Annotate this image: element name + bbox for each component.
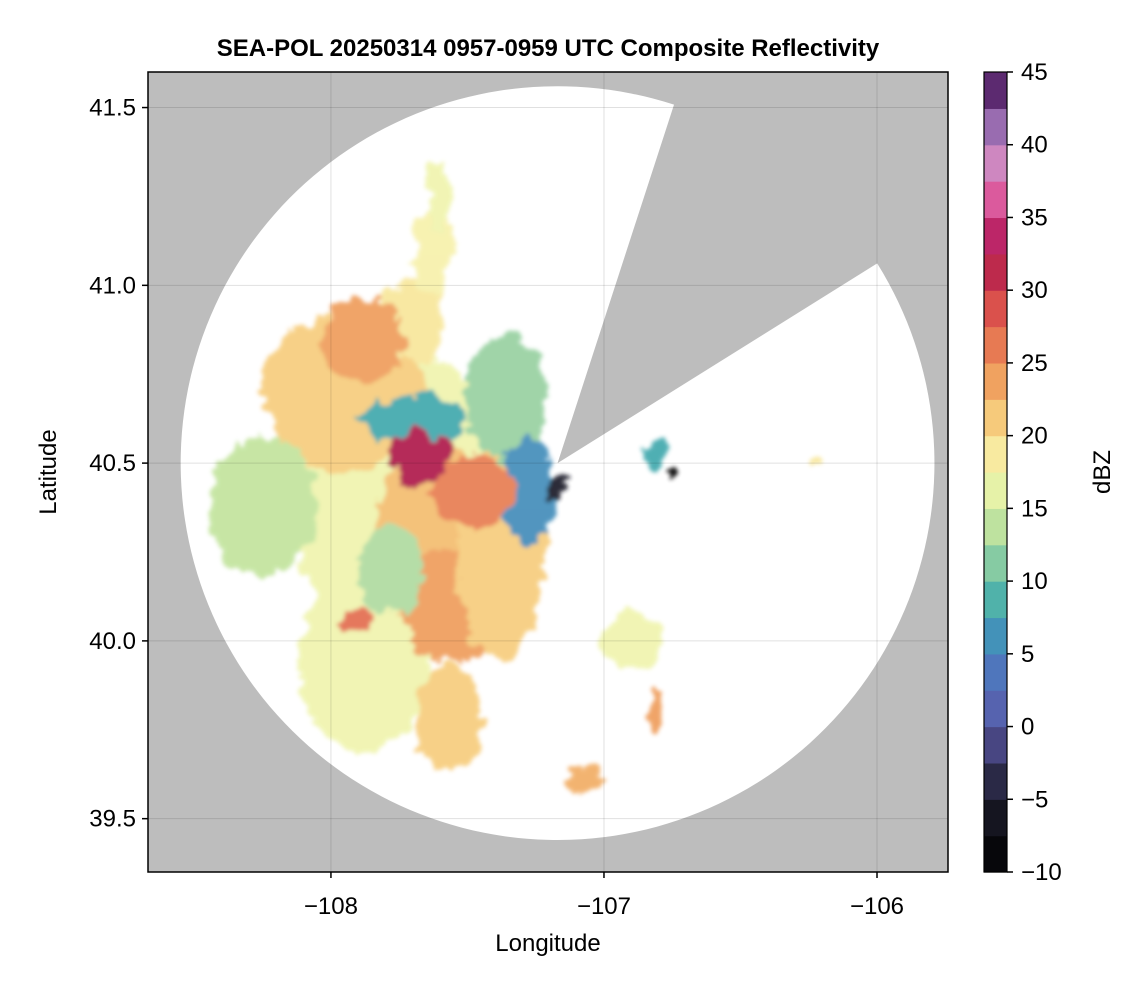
echo-region — [808, 452, 826, 467]
echo-region — [208, 434, 318, 577]
echo-region — [467, 335, 550, 464]
echo-region — [500, 441, 555, 542]
y-tick-label: 39.5 — [89, 806, 136, 833]
colorbar-band — [984, 181, 1007, 219]
x-tick-label: −106 — [850, 893, 904, 920]
colorbar-band — [984, 144, 1007, 182]
echo-region — [358, 527, 424, 613]
colorbar-band — [984, 653, 1007, 691]
colorbar-tick-label: −5 — [1021, 786, 1048, 813]
echo-region — [431, 456, 514, 528]
echo-region — [546, 473, 564, 503]
colorbar-ticks: −10 −5 0 5 10 15 20 25 30 35 40 45 — [1007, 59, 1062, 886]
y-tick-label: 41.5 — [89, 95, 136, 122]
echo-region — [298, 566, 430, 752]
y-axis-label: Latitude — [35, 429, 62, 514]
colorbar-tick-label: −10 — [1021, 859, 1062, 886]
colorbar-frame — [983, 71, 1008, 873]
colorbar-tick-label: 35 — [1021, 204, 1048, 231]
colorbar-band — [984, 472, 1007, 509]
colorbar-band — [984, 690, 1007, 728]
plot-frame — [147, 71, 949, 873]
grid-lines — [148, 72, 948, 872]
y-axis-ticks: 39.5 40.0 40.5 41.0 41.5 — [89, 95, 148, 833]
colorbar-tick-label: 45 — [1021, 59, 1048, 86]
echo-region — [322, 296, 405, 382]
echo-region — [388, 427, 449, 485]
echo-region — [598, 612, 665, 670]
colorbar-band — [984, 435, 1007, 473]
colorbar-tick-label: 0 — [1021, 714, 1034, 741]
colorbar-tick-label: 10 — [1021, 568, 1048, 595]
echo-region — [426, 164, 454, 229]
reflectivity-echoes — [208, 164, 826, 794]
colorbar-band — [984, 799, 1007, 837]
echo-region — [358, 395, 468, 446]
x-tick-label: −107 — [577, 893, 631, 920]
y-tick-label: 40.0 — [89, 628, 136, 655]
colorbar-tick-label: 20 — [1021, 423, 1048, 450]
colorbar-band — [984, 326, 1007, 364]
colorbar-band — [984, 835, 1007, 873]
plot-area — [148, 72, 948, 872]
echo-region — [647, 690, 665, 734]
colorbar-tick-label: 40 — [1021, 132, 1048, 159]
x-axis-label: Longitude — [495, 930, 600, 957]
echo-region — [670, 473, 679, 482]
x-tick-label: −108 — [304, 893, 358, 920]
colorbar-band — [984, 72, 1007, 109]
colorbar-band — [984, 108, 1007, 146]
colorbar-bands — [984, 72, 1007, 873]
x-axis-ticks: −108 −107 −106 — [304, 872, 904, 920]
colorbar-tick-label: 25 — [1021, 350, 1048, 377]
echo-region — [568, 765, 602, 794]
colorbar-band — [984, 544, 1007, 582]
colorbar-label: dBZ — [1089, 450, 1116, 494]
echo-region — [642, 438, 670, 467]
colorbar-band — [984, 617, 1007, 655]
colorbar-band — [984, 581, 1007, 619]
colorbar-band — [984, 762, 1007, 800]
colorbar-band — [984, 726, 1007, 764]
colorbar-band — [984, 399, 1007, 437]
colorbar: −10 −5 0 5 10 15 20 25 30 35 40 45 dBZ — [983, 59, 1116, 886]
echo-region — [415, 665, 482, 773]
colorbar-band — [984, 362, 1007, 400]
colorbar-tick-label: 30 — [1021, 277, 1048, 304]
y-tick-label: 40.5 — [89, 450, 136, 477]
colorbar-band — [984, 290, 1007, 328]
echo-region — [341, 601, 375, 638]
colorbar-band — [984, 508, 1007, 546]
colorbar-tick-label: 5 — [1021, 641, 1034, 668]
colorbar-band — [984, 217, 1007, 255]
colorbar-band — [984, 253, 1007, 291]
chart-title: SEA-POL 20250314 0957-0959 UTC Composite… — [217, 35, 880, 62]
y-tick-label: 41.0 — [89, 272, 136, 299]
colorbar-tick-label: 15 — [1021, 495, 1048, 522]
